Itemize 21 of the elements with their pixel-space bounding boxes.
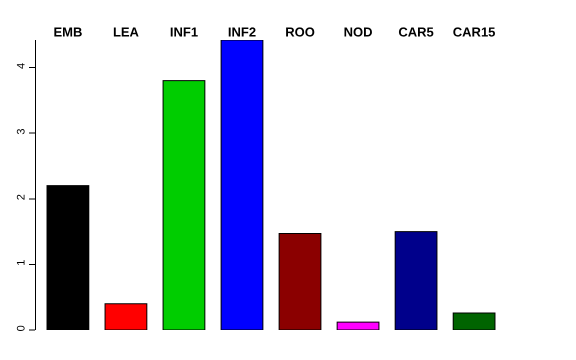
x-tick-label: CAR15 <box>452 24 496 40</box>
bar <box>104 303 148 330</box>
y-tick-label: 0 <box>16 325 28 332</box>
bar <box>220 40 264 330</box>
bar <box>336 322 380 330</box>
x-tick-label: NOD <box>344 24 372 40</box>
bar <box>452 312 496 330</box>
y-tick-label: 2 <box>16 194 28 200</box>
x-tick-label: ROO <box>285 24 315 40</box>
x-tick-label: EMB <box>53 24 82 40</box>
bar <box>394 231 438 330</box>
y-tick-label: 1 <box>16 260 28 266</box>
x-tick-label: CAR5 <box>398 24 434 40</box>
bar <box>46 185 90 330</box>
y-tick-label: 3 <box>16 128 28 135</box>
y-tick-label: 4 <box>16 62 28 69</box>
bar <box>162 80 206 330</box>
x-tick-label: INF2 <box>228 24 256 40</box>
x-tick-label: INF1 <box>170 24 198 40</box>
bar <box>278 233 322 330</box>
x-tick-label: LEA <box>112 24 140 40</box>
